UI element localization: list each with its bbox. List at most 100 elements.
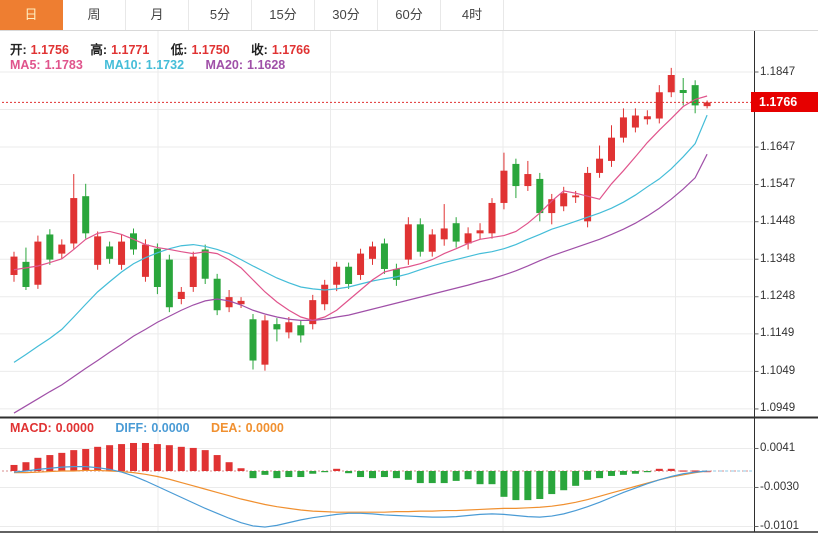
macd-bar xyxy=(165,445,173,471)
high-label: 高: xyxy=(90,43,108,57)
tab-周[interactable]: 周 xyxy=(63,0,126,30)
candle-body xyxy=(643,116,651,120)
macd-axis-label: -0.0030 xyxy=(760,480,800,493)
candle-body xyxy=(189,256,197,287)
candle-body xyxy=(141,244,149,277)
candle-body xyxy=(380,243,388,269)
diff-line xyxy=(13,466,708,528)
candle-body xyxy=(464,233,472,244)
macd-bar xyxy=(297,471,305,478)
macd-bar xyxy=(416,471,424,484)
candle-body xyxy=(631,115,639,128)
macd-bar xyxy=(130,442,137,471)
price-axis-label: 1.1647 xyxy=(760,140,796,153)
candle-body xyxy=(213,278,221,311)
macd-bar xyxy=(392,471,400,479)
candle-body xyxy=(452,223,460,242)
macd-bar xyxy=(584,471,592,480)
ma20-label: MA20: xyxy=(205,58,244,72)
macd-bar xyxy=(560,471,568,491)
ma10-value: 1.1732 xyxy=(145,58,185,72)
macd-bar xyxy=(213,455,221,471)
candle-body xyxy=(321,284,329,305)
macd-bar xyxy=(58,452,66,471)
candle-body xyxy=(404,224,412,260)
price-axis-label: 1.1248 xyxy=(760,290,796,303)
candle-body xyxy=(584,172,592,222)
macd-bar xyxy=(261,471,269,475)
macd-bar xyxy=(452,471,460,481)
candle-body xyxy=(428,234,436,252)
macd-bar xyxy=(488,471,496,485)
macd-axis-label: -0.0101 xyxy=(760,519,800,532)
macd-bar xyxy=(321,471,329,473)
macd-bar xyxy=(285,471,293,478)
candle-body xyxy=(536,178,544,214)
macd-bar xyxy=(237,468,245,471)
candle-body xyxy=(345,266,353,284)
price-axis-label: 1.1049 xyxy=(760,364,796,377)
macd-bar xyxy=(46,455,54,471)
candle-body xyxy=(10,256,18,275)
macd-bar xyxy=(22,462,30,471)
macd-bar xyxy=(34,457,42,471)
macd-value: 0.0000 xyxy=(55,421,94,435)
macd-bar xyxy=(536,471,544,500)
macd-bar xyxy=(524,471,532,501)
candle-body xyxy=(130,233,137,250)
macd-bar xyxy=(476,471,484,485)
candle-body xyxy=(165,259,173,308)
candle-body xyxy=(249,319,257,361)
ohlc-header: 开: 1.1756 高: 1.1771 低: 1.1750 收: 1.1766 xyxy=(10,39,314,58)
macd-bar xyxy=(141,442,149,471)
tab-30分[interactable]: 30分 xyxy=(315,0,378,30)
macd-axis-label: 0.0041 xyxy=(760,441,796,454)
candle-body xyxy=(94,236,102,265)
candle-body xyxy=(369,246,376,259)
ma-header: MA5: 1.1783 MA10: 1.1732 MA20: 1.1628 xyxy=(10,58,289,72)
low-value: 1.1750 xyxy=(191,43,230,57)
ma10-label: MA10: xyxy=(104,58,142,72)
macd-bar xyxy=(189,447,197,471)
candle-body xyxy=(177,291,185,299)
macd-bar xyxy=(380,471,388,478)
candle-body xyxy=(153,248,161,287)
macd-label: MACD: xyxy=(10,421,52,435)
macd-bar xyxy=(548,471,556,495)
price-axis-label: 1.1847 xyxy=(760,65,796,78)
candle-body xyxy=(273,324,281,330)
macd-bar xyxy=(201,450,209,471)
macd-bar xyxy=(464,471,472,480)
macd-bar xyxy=(225,462,233,471)
candle-body xyxy=(560,193,568,207)
dea-value: 0.0000 xyxy=(245,421,284,435)
price-axis-label: 1.0949 xyxy=(760,402,796,415)
tab-60分[interactable]: 60分 xyxy=(378,0,441,30)
tab-4时[interactable]: 4时 xyxy=(441,0,504,30)
macd-bar xyxy=(619,471,627,475)
tab-月[interactable]: 月 xyxy=(126,0,189,30)
open-value: 1.1756 xyxy=(30,43,69,57)
candle-body xyxy=(82,196,90,234)
candle-body xyxy=(357,253,365,275)
candle-body xyxy=(608,137,615,161)
low-label: 低: xyxy=(170,43,188,57)
tab-15分[interactable]: 15分 xyxy=(252,0,315,30)
macd-bar xyxy=(596,471,604,479)
candle-body xyxy=(512,163,520,187)
candle-body xyxy=(524,174,532,187)
candle-body xyxy=(548,199,556,214)
dea-line xyxy=(14,469,708,513)
ma5-value: 1.1783 xyxy=(44,58,83,72)
macd-bar xyxy=(357,471,365,478)
macd-bar xyxy=(106,445,114,471)
macd-bar xyxy=(153,444,161,471)
macd-bar xyxy=(643,471,651,473)
macd-bar xyxy=(572,471,580,486)
macd-bar xyxy=(691,470,699,472)
candle-body xyxy=(106,246,114,259)
tab-5分[interactable]: 5分 xyxy=(189,0,252,30)
tab-日[interactable]: 日 xyxy=(0,0,63,30)
price-axis-label: 1.1448 xyxy=(760,215,796,228)
